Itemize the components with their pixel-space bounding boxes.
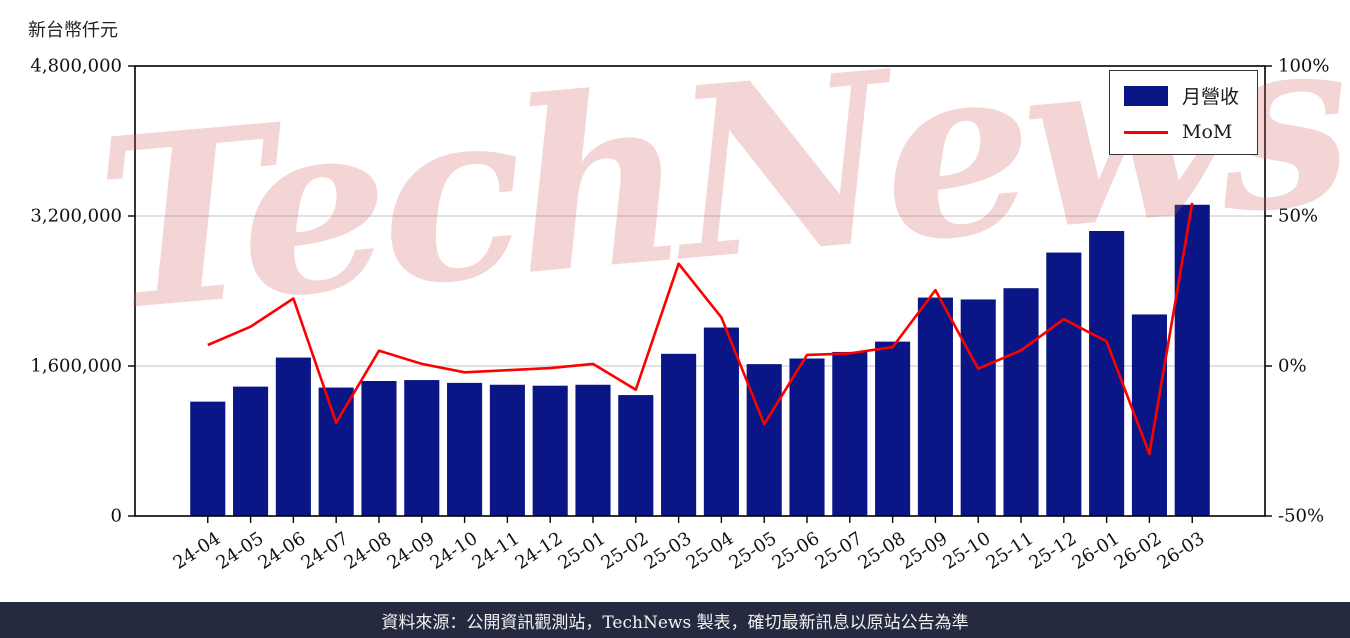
revenue-bar-25-09 <box>917 297 953 516</box>
revenue-bar-25-11 <box>1003 288 1039 516</box>
revenue-bar-24-12 <box>532 385 568 516</box>
legend-entry-mom: MoM <box>1123 121 1239 143</box>
revenue-bar-24-09 <box>404 380 440 516</box>
revenue-bar-25-04 <box>703 327 739 516</box>
legend-label-mom: MoM <box>1181 121 1233 143</box>
revenue-bar-25-02 <box>618 395 654 516</box>
revenue-bar-24-11 <box>489 384 525 516</box>
y-right-tick-label: 100% <box>1278 55 1330 77</box>
revenue-bar-26-02 <box>1131 314 1167 516</box>
revenue-bar-24-05 <box>233 386 269 516</box>
y-left-tick-label: 0 <box>110 505 122 527</box>
y-right-tick-label: 50% <box>1278 205 1319 227</box>
revenue-bar-25-01 <box>575 384 611 516</box>
revenue-bar-25-03 <box>661 353 697 516</box>
footer-text: 資料來源：公開資訊觀測站，TechNews 製表，確切最新訊息以原站公告為準 <box>381 612 969 633</box>
chart-plot <box>128 65 1272 523</box>
revenue-bar-swatch-icon <box>1123 85 1168 106</box>
revenue-bar-24-04 <box>190 401 226 516</box>
y-left-tick-label: 3,200,000 <box>30 205 122 227</box>
revenue-bar-25-05 <box>746 364 782 516</box>
y-right-tick-label: 0% <box>1278 355 1307 377</box>
revenue-bar-24-07 <box>318 387 354 516</box>
revenue-bar-26-03 <box>1174 204 1210 516</box>
chart-area: 新台幣仟元 TechNews 月營收 MoM 0 1,600,000 3,200,0… <box>28 0 1350 574</box>
revenue-bar-25-06 <box>789 358 825 516</box>
revenue-bar-25-10 <box>960 299 996 516</box>
y-axis-unit-label: 新台幣仟元 <box>28 20 118 41</box>
revenue-bar-24-08 <box>361 381 397 516</box>
revenue-bar-24-10 <box>447 382 483 516</box>
y-right-tick-label: -50% <box>1278 505 1325 527</box>
revenue-bar-25-12 <box>1046 252 1082 516</box>
mom-line-swatch-icon <box>1123 130 1168 134</box>
legend-entry-revenue: 月營收 <box>1123 82 1239 109</box>
revenue-bar-24-06 <box>275 357 311 516</box>
revenue-bar-25-08 <box>875 341 911 516</box>
y-left-tick-label: 1,600,000 <box>30 355 122 377</box>
revenue-bar-25-07 <box>832 351 868 516</box>
footer: 資料來源：公開資訊觀測站，TechNews 製表，確切最新訊息以原站公告為準 <box>0 602 1350 638</box>
legend: 月營收 MoM <box>1108 70 1258 155</box>
y-left-tick-label: 4,800,000 <box>30 55 122 77</box>
plot-border <box>134 65 1266 517</box>
mom-line <box>207 202 1194 456</box>
legend-label-revenue: 月營收 <box>1181 86 1239 108</box>
